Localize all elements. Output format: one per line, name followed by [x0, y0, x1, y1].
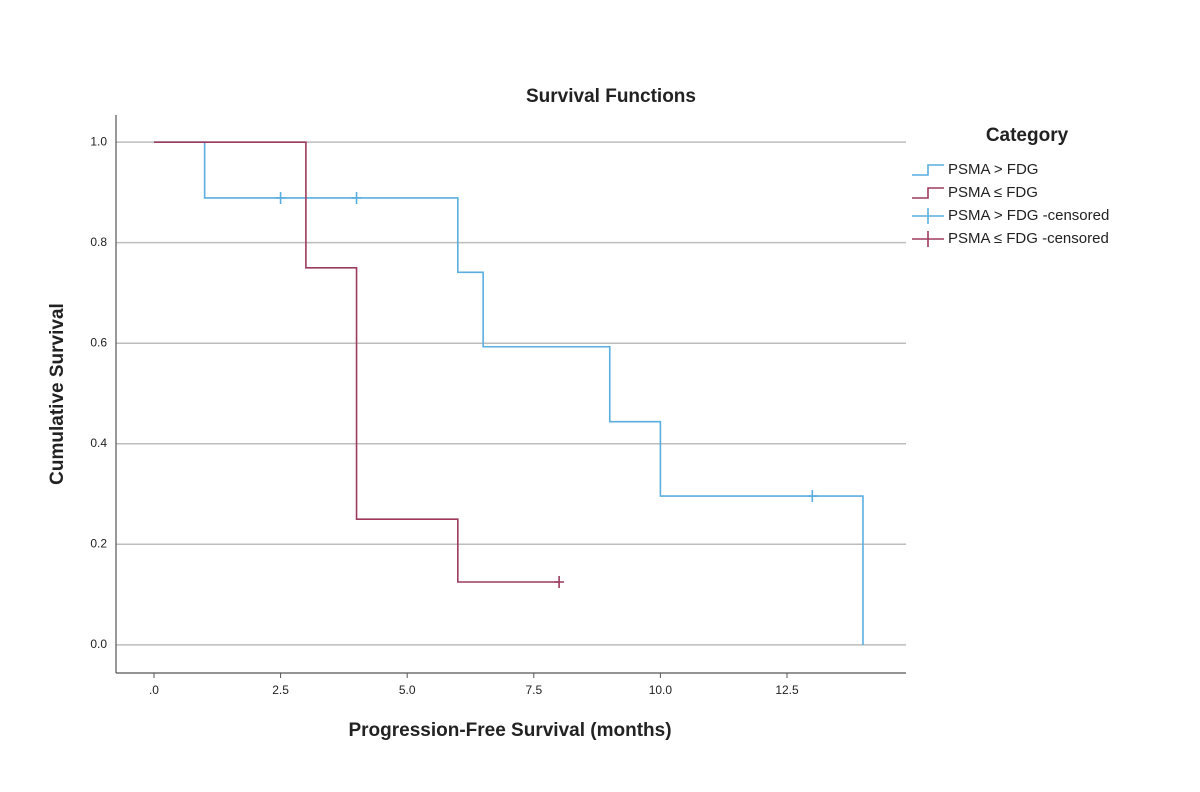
censor-mark	[351, 191, 362, 204]
y-tick-label: 0.8	[90, 235, 107, 249]
censor-mark	[554, 576, 565, 589]
y-tick-label: 0.6	[90, 335, 107, 349]
legend-title: Category	[986, 125, 1069, 146]
legend-label: PSMA ≤ FDG	[948, 184, 1038, 201]
x-tick-label: 7.5	[525, 683, 542, 697]
y-axis-label: Cumulative Survival	[47, 303, 68, 485]
x-tick-label: .0	[149, 683, 159, 697]
censor-mark	[807, 490, 818, 503]
legend-label: PSMA > FDG -censored	[948, 207, 1109, 224]
chart-title: Survival Functions	[526, 86, 696, 107]
y-tick-label: 0.0	[90, 637, 107, 651]
x-tick-label: 5.0	[399, 683, 416, 697]
x-axis-label: Progression-Free Survival (months)	[348, 720, 671, 741]
x-tick-label: 2.5	[272, 683, 289, 697]
x-tick-label: 10.0	[649, 683, 673, 697]
legend-swatch	[912, 208, 944, 224]
legend-label: PSMA > FDG	[948, 161, 1038, 178]
y-tick-label: 0.2	[90, 536, 107, 550]
legend-swatch	[912, 187, 944, 199]
survival-curve	[153, 141, 560, 583]
survival-curve	[153, 141, 864, 645]
y-tick-label: 0.4	[90, 436, 107, 450]
y-tick-label: 1.0	[90, 134, 107, 148]
x-tick-label: 12.5	[775, 683, 799, 697]
legend-label: PSMA ≤ FDG -censored	[948, 230, 1109, 247]
legend-swatch	[912, 164, 944, 176]
censor-mark	[275, 191, 286, 204]
legend-swatch	[912, 231, 944, 247]
